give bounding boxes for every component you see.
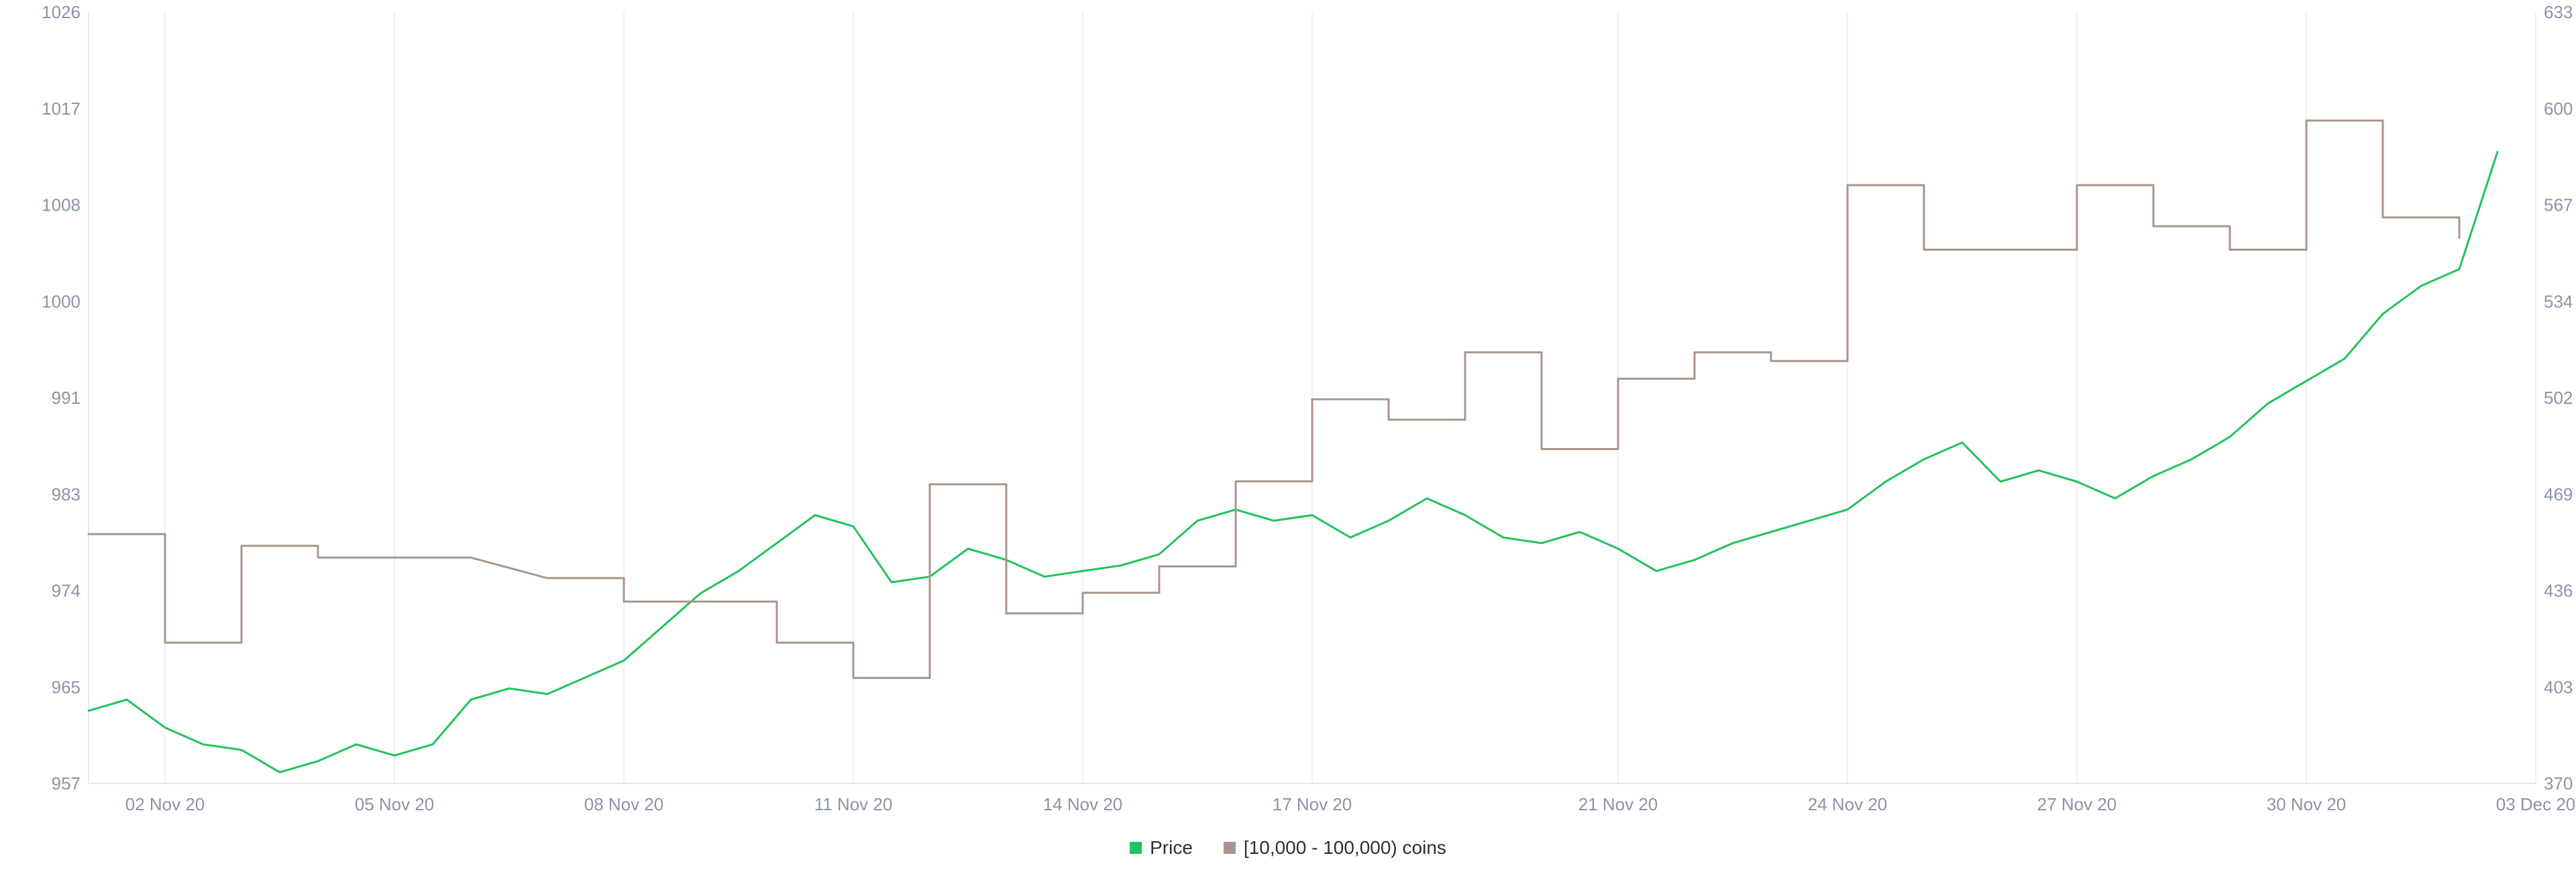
y-right-tick-label: 403 [2544,677,2573,697]
x-tick-label: 17 Nov 20 [1273,794,1352,814]
y-left-tick-label: 983 [52,484,80,504]
y-left-tick-label: 974 [52,581,80,601]
legend-item-price[interactable]: Price [1130,837,1193,859]
x-tick-label: 24 Nov 20 [1808,794,1888,814]
y-right-tick-label: 633 [2544,2,2573,22]
y-left-tick-label: 991 [52,388,80,408]
y-left-tick-label: 1000 [42,291,80,311]
x-tick-label: 27 Nov 20 [2037,794,2117,814]
x-tick-label: 02 Nov 20 [125,794,205,814]
y-left-tick-label: 1026 [42,2,80,22]
x-tick-label: 08 Nov 20 [584,794,664,814]
y-right-tick-label: 600 [2544,99,2573,119]
x-tick-label: 11 Nov 20 [814,794,893,814]
series-coins-line [87,119,2461,679]
legend-item-coins[interactable]: [10,000 - 100,000) coins [1223,837,1446,859]
legend-label-price: Price [1150,837,1193,858]
grid-layer [164,12,2536,783]
y-right-tick-label: 436 [2544,581,2573,601]
x-tick-label: 03 Dec 20 [2496,794,2576,814]
x-tick-label: 21 Nov 20 [1578,794,1658,814]
x-tick-label: 05 Nov 20 [355,794,435,814]
y-right-tick-label: 534 [2544,291,2573,311]
y-left-tick-label: 1017 [42,99,80,119]
axis-layer: 02 Nov 20 05 Nov 20 08 Nov 20 11 Nov 20 14 N… [42,2,2575,814]
y-right-tick-label: 370 [2544,773,2573,794]
legend-swatch-coins [1223,842,1236,854]
legend: Price [10,000 - 100,000) coins [0,837,2576,859]
y-right-tick-label: 502 [2544,388,2573,408]
y-left-tick-label: 957 [52,773,80,794]
y-left-tick-label: 1008 [42,195,80,215]
x-tick-label: 14 Nov 20 [1043,794,1123,814]
legend-swatch-price [1130,842,1142,854]
x-tick-label: 30 Nov 20 [2267,794,2347,814]
y-right-tick-label: 567 [2544,195,2573,215]
y-right-tick-label: 469 [2544,484,2573,504]
series-layer [87,119,2499,773]
y-left-tick-label: 965 [52,677,80,697]
legend-label-coins: [10,000 - 100,000) coins [1243,837,1446,858]
series-price-line [87,150,2499,773]
